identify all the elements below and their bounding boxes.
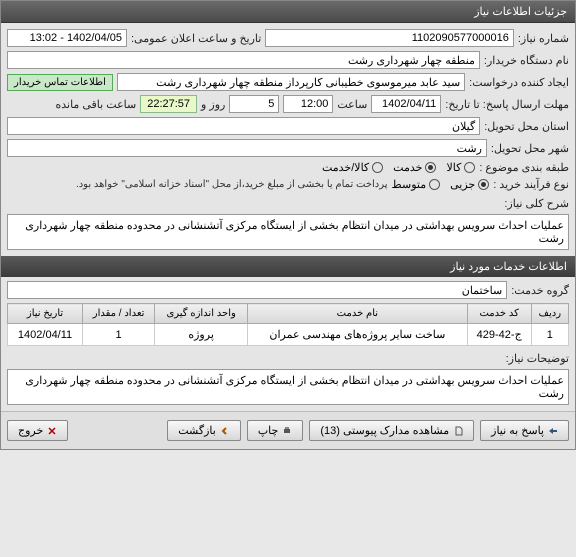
respond-button[interactable]: پاسخ به نیاز [480,420,569,441]
exit-icon [47,426,57,436]
announce-field: 1402/04/05 - 13:02 [7,29,127,47]
cell-name: ساخت سایر پروژه‌های مهندسی عمران [248,324,467,346]
class-radio-group: کالا خدمت کالا/خدمت [322,161,475,174]
deadline-date-field: 1402/04/11 [371,95,441,113]
group-field: ساختمان [7,281,507,299]
window-title-bar: جزئیات اطلاعات نیاز [1,1,575,23]
print-button[interactable]: چاپ [247,420,304,441]
desc-label: توضیحات نیاز: [506,352,569,365]
deadline-time-field: 12:00 [283,95,333,113]
cell-code: ج-42-429 [467,324,531,346]
content-area: شماره نیاز: 1102090577000016 تاریخ و ساع… [1,23,575,449]
org-label: نام دستگاه خریدار: [484,54,569,67]
radio-icon [429,179,440,190]
cell-index: 1 [531,324,568,346]
proc-medium-radio[interactable]: متوسط [392,178,441,191]
need-title-label: شرح کلی نیاز: [504,197,569,210]
desc-text: عملیات احداث سرویس بهداشتی در میدان انتظ… [7,369,569,405]
days-remain-field: 5 [229,95,279,113]
time-label: ساعت [337,98,367,111]
remain-suffix: ساعت باقی مانده [55,98,136,111]
deadline-label: مهلت ارسال پاسخ: تا تاریخ: [445,98,569,111]
radio-icon [425,162,436,173]
attachment-icon [453,426,463,436]
col-name: نام خدمت [248,304,467,324]
proc-radio-group: جزیی متوسط [392,178,490,191]
class-both-radio[interactable]: کالا/خدمت [322,161,383,174]
class-goods-radio[interactable]: کالا [446,161,475,174]
group-label: گروه خدمت: [511,284,569,297]
exit-button[interactable]: خروج [7,420,68,441]
cell-qty: 1 [83,324,155,346]
back-icon [220,426,230,436]
class-service-radio[interactable]: خدمت [393,161,436,174]
need-details-window: جزئیات اطلاعات نیاز شماره نیاز: 11020905… [0,0,576,450]
province-label: استان محل تحویل: [484,120,569,133]
button-bar: پاسخ به نیاز مشاهده مدارک پیوستی (13) چا… [1,411,575,449]
need-no-label: شماره نیاز: [518,32,569,45]
services-section-header: اطلاعات خدمات مورد نیاز [1,256,575,277]
services-table: ردیف کد خدمت نام خدمت واحد اندازه گیری ت… [7,303,569,346]
cell-unit: پروژه [155,324,248,346]
back-button[interactable]: بازگشت [167,420,241,441]
cell-date: 1402/04/11 [8,324,83,346]
col-code: کد خدمت [467,304,531,324]
announce-label: تاریخ و ساعت اعلان عمومی: [131,32,261,45]
table-header-row: ردیف کد خدمت نام خدمت واحد اندازه گیری ت… [8,304,569,324]
col-qty: تعداد / مقدار [83,304,155,324]
radio-icon [464,162,475,173]
days-remain-label: روز و [201,98,225,111]
contact-info-button[interactable]: اطلاعات تماس خریدار [7,74,113,91]
city-field: رشت [7,139,487,157]
col-unit: واحد اندازه گیری [155,304,248,324]
need-no-field: 1102090577000016 [265,29,513,47]
table-row[interactable]: 1 ج-42-429 ساخت سایر پروژه‌های مهندسی عم… [8,324,569,346]
print-icon [282,426,292,436]
proc-small-radio[interactable]: جزیی [450,178,489,191]
attachments-button[interactable]: مشاهده مدارک پیوستی (13) [309,420,474,441]
window-title: جزئیات اطلاعات نیاز [474,6,567,18]
requester-label: ایجاد کننده درخواست: [469,76,569,89]
city-label: شهر محل تحویل: [491,142,569,155]
class-label: طبقه بندی موضوع : [479,161,569,174]
province-field: گیلان [7,117,480,135]
proc-label: نوع فرآیند خرید : [493,178,569,191]
col-date: تاریخ نیاز [8,304,83,324]
radio-icon [478,179,489,190]
reply-icon [548,426,558,436]
radio-icon [372,162,383,173]
col-index: ردیف [531,304,568,324]
countdown-field: 22:27:57 [140,95,197,113]
org-field: منطقه چهار شهرداری رشت [7,51,480,69]
proc-note: پرداخت تمام یا بخشی از مبلغ خرید،از محل … [76,179,388,190]
requester-field: سید عابد میرموسوی خطیبانی کارپرداز منطقه… [117,73,465,91]
need-title-text: عملیات احداث سرویس بهداشتی در میدان انتظ… [7,214,569,250]
